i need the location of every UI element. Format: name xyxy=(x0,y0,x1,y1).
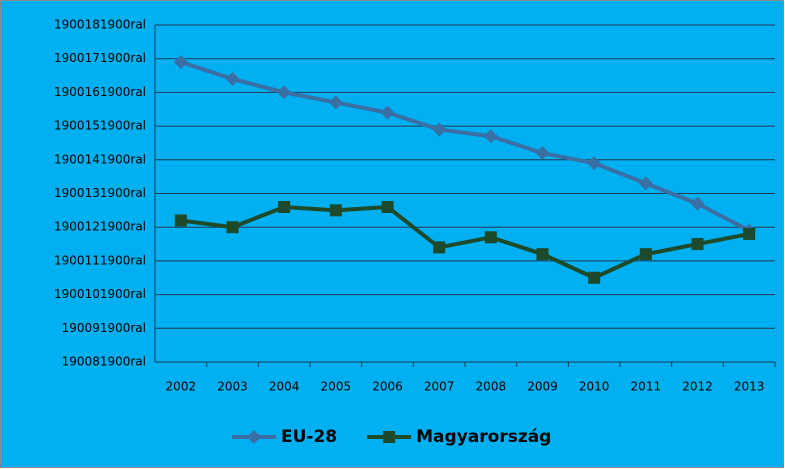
marker xyxy=(173,55,188,70)
legend-label: Magyarország xyxy=(416,427,551,447)
y-tick-label: 190081900ral xyxy=(62,355,146,369)
y-tick-label: 1900171900ral xyxy=(54,51,146,65)
marker xyxy=(536,248,549,261)
x-tick-label: 2002 xyxy=(166,380,197,394)
y-tick-label: 1900161900ral xyxy=(54,85,146,99)
marker xyxy=(328,95,343,110)
marker xyxy=(432,122,447,137)
marker xyxy=(433,241,446,254)
x-tick-label: 2007 xyxy=(424,380,455,394)
x-tick-label: 2010 xyxy=(579,380,610,394)
x-tick-label: 2011 xyxy=(631,380,662,394)
x-tick-label: 2004 xyxy=(269,380,300,394)
marker xyxy=(277,85,292,100)
marker xyxy=(247,430,261,444)
series-line xyxy=(180,204,750,280)
marker xyxy=(638,176,653,191)
series-line xyxy=(180,60,751,233)
marker xyxy=(690,196,705,211)
x-tick-label: 2013 xyxy=(734,380,765,394)
marker xyxy=(588,271,601,284)
x-tick-label: 2008 xyxy=(476,380,507,394)
marker xyxy=(381,200,394,213)
marker xyxy=(639,248,652,261)
marker xyxy=(174,214,187,227)
x-tick-label: 2003 xyxy=(217,380,248,394)
y-tick-label: 1900141900ral xyxy=(54,152,146,166)
y-tick-label: 1900151900ral xyxy=(54,119,146,133)
x-tick-label: 2009 xyxy=(527,380,558,394)
x-tick-label: 2005 xyxy=(321,380,352,394)
marker xyxy=(743,227,756,240)
y-tick-label: 190091900ral xyxy=(62,321,146,335)
y-tick-label: 1900121900ral xyxy=(54,220,146,234)
marker xyxy=(483,129,498,144)
marker xyxy=(226,221,239,234)
marker xyxy=(383,431,396,443)
legend-label: EU-28 xyxy=(281,427,337,447)
marker xyxy=(380,105,395,120)
marker xyxy=(587,156,602,171)
y-tick-label: 1900131900ral xyxy=(54,186,146,200)
marker xyxy=(329,204,342,217)
x-tick-label: 2012 xyxy=(682,380,713,394)
marker xyxy=(535,146,550,161)
y-tick-label: 1900111900ral xyxy=(54,253,146,267)
x-tick-label: 2006 xyxy=(372,380,403,394)
y-tick-label: 1900181900ral xyxy=(54,18,146,32)
marker xyxy=(484,231,497,244)
y-tick-label: 1900101900ral xyxy=(54,287,146,301)
marker xyxy=(691,238,704,251)
marker xyxy=(278,200,291,213)
marker xyxy=(225,71,240,86)
